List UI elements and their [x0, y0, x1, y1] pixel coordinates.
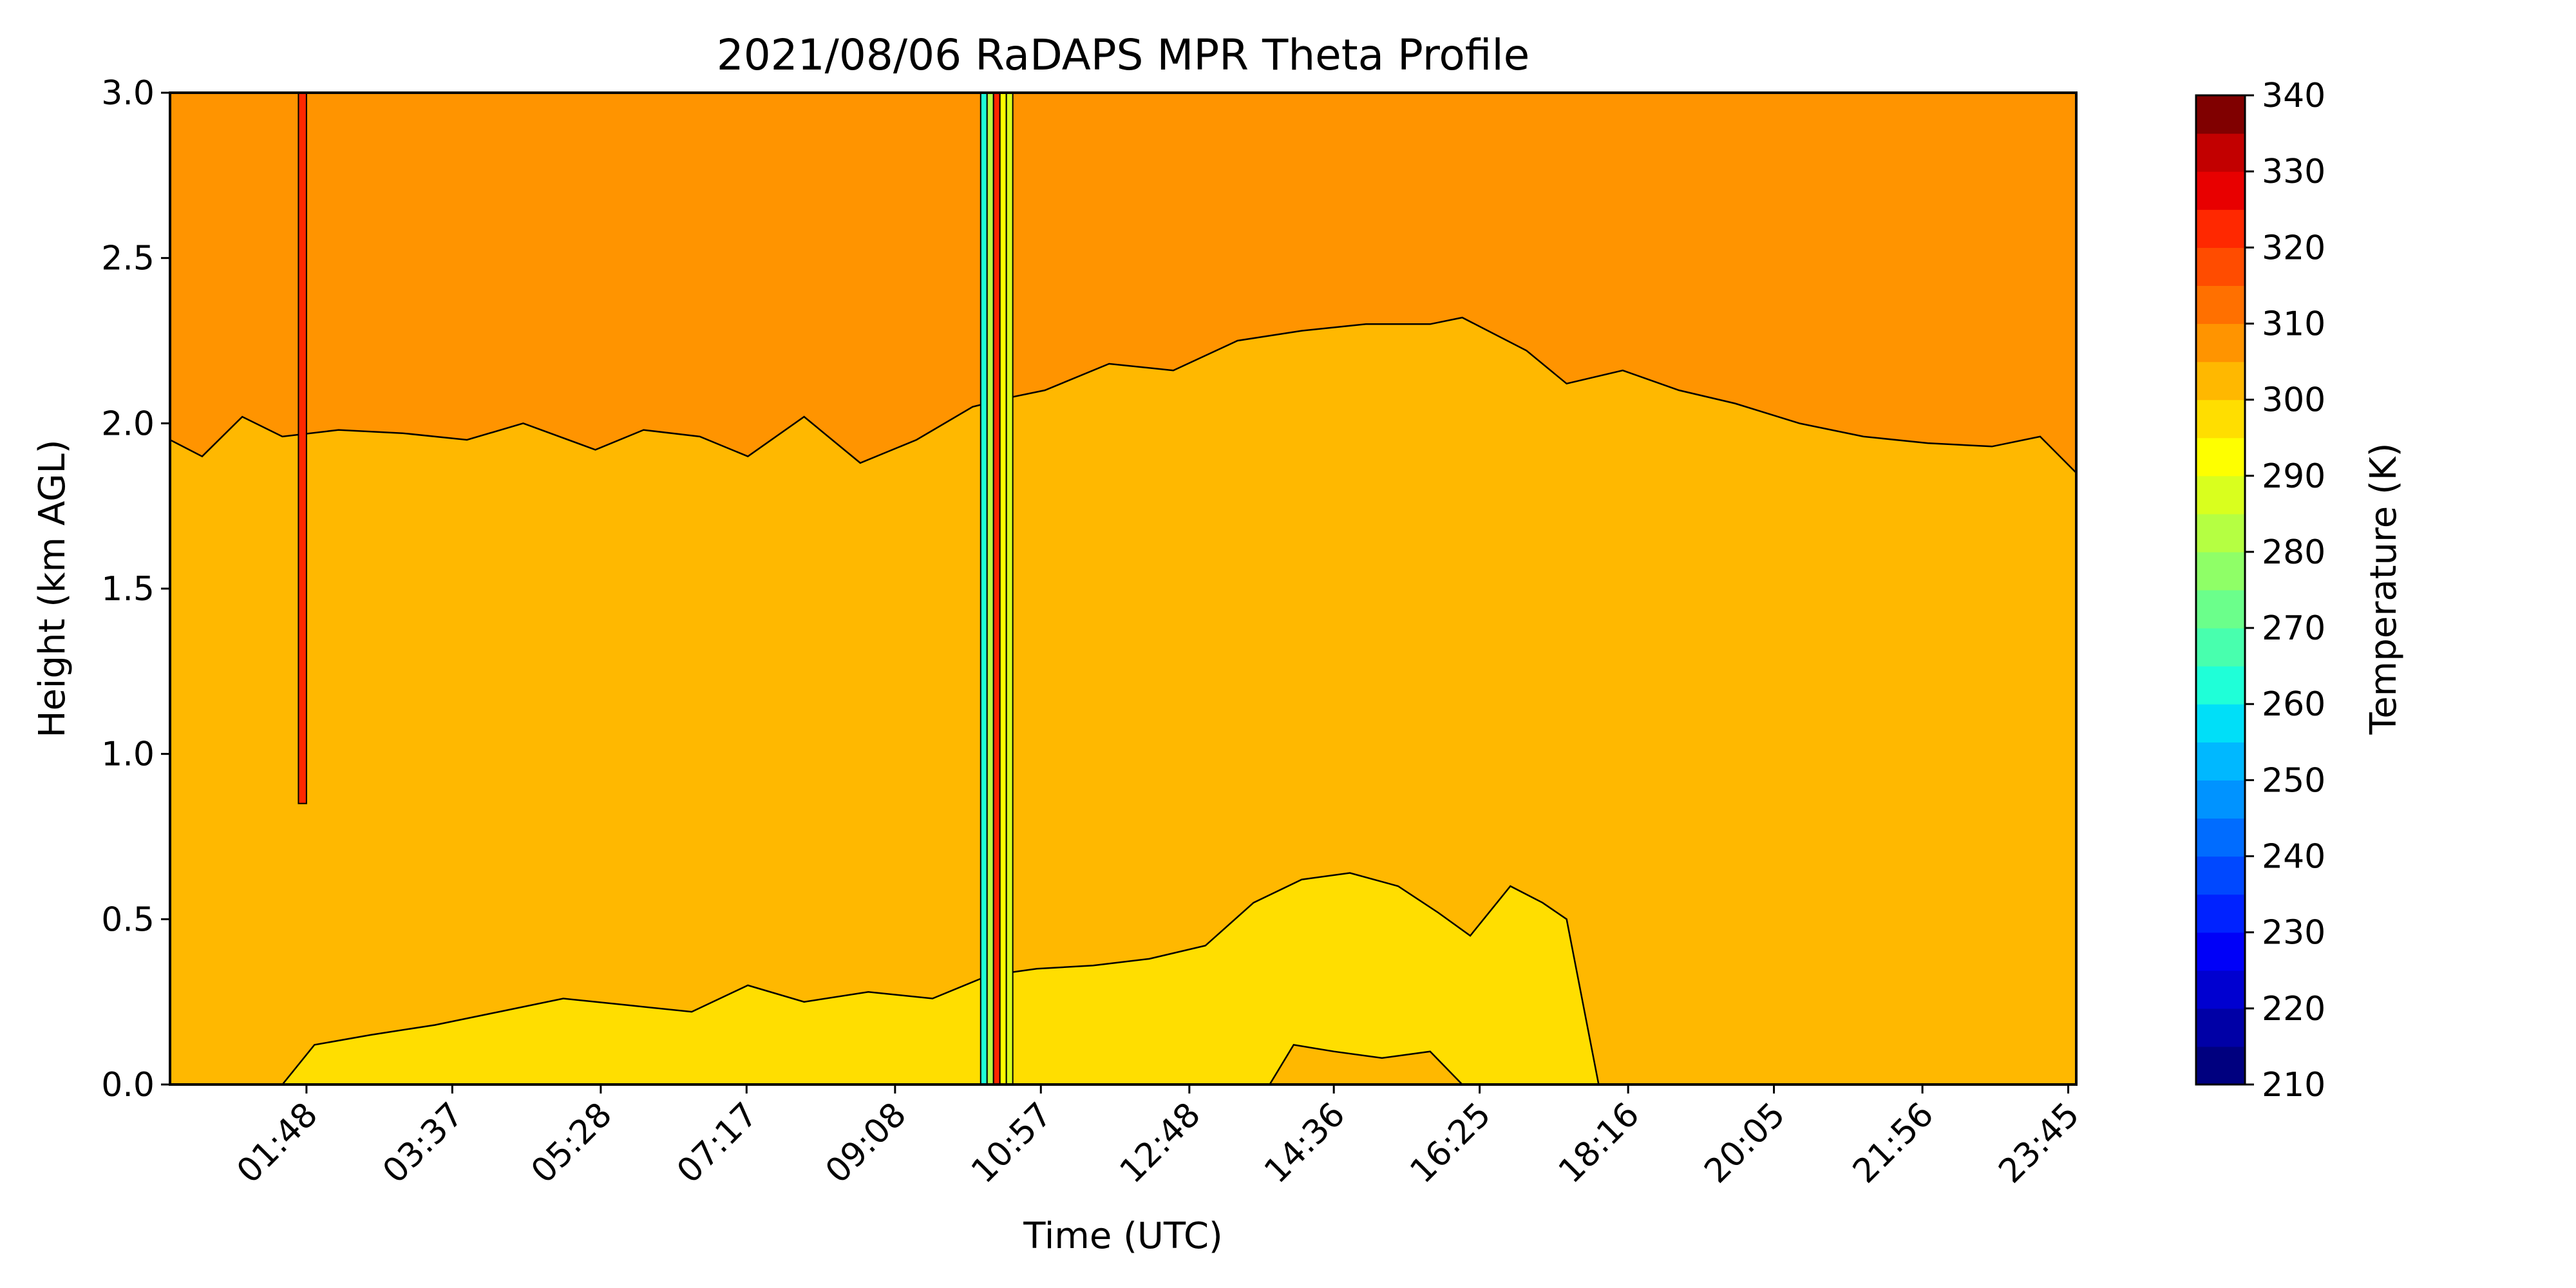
contour-anomaly-column	[986, 93, 994, 1084]
contour-line-boundary-layer-top	[170, 316, 2076, 474]
colorbar-frame	[2195, 94, 2246, 1086]
colorbar-tick-label: 220	[2262, 990, 2325, 1028]
x-tick-label: 23:45	[1991, 1095, 2087, 1191]
colorbar-tick-label: 320	[2262, 229, 2325, 267]
colorbar-segment	[2196, 894, 2245, 933]
colorbar-tick-label: 250	[2262, 761, 2325, 800]
contour-fill-warm-pocket	[1269, 1044, 1464, 1084]
colorbar-segment	[2196, 704, 2245, 743]
x-tick-label: 01:48	[230, 1095, 325, 1191]
colorbar-tick-label: 330	[2262, 153, 2325, 191]
colorbar-tick-label: 290	[2262, 457, 2325, 496]
colorbar-segment	[2196, 628, 2245, 667]
x-tick-label: 21:56	[1846, 1095, 1941, 1191]
colorbar-segment	[2196, 323, 2245, 363]
chart-title: 2021/08/06 RaDAPS MPR Theta Profile	[717, 30, 1530, 80]
y-tick-label: 2.5	[101, 240, 155, 278]
colorbar-segment	[2196, 285, 2245, 325]
y-tick-label: 1.0	[101, 735, 155, 774]
x-tick-label: 12:48	[1113, 1095, 1208, 1191]
colorbar-segment	[2196, 133, 2245, 172]
contour-anomaly-column	[999, 93, 1007, 1084]
colorbar-segment	[2196, 932, 2245, 971]
colorbar-tick-label: 210	[2262, 1066, 2325, 1104]
colorbar-segment	[2196, 361, 2245, 401]
contour-anomaly-column	[1005, 93, 1014, 1084]
colorbar-title: Temperature (K)	[2363, 443, 2405, 735]
colorbar-tick-label: 280	[2262, 533, 2325, 572]
colorbar-segment	[2196, 856, 2245, 895]
x-tick-label: 09:08	[819, 1095, 914, 1191]
contour-plot-area	[170, 93, 2076, 1084]
colorbar-segment	[2196, 475, 2245, 515]
colorbar-tick-label: 340	[2262, 77, 2325, 115]
y-axis: 0.0 0.5 1.0 1.5 2.0 2.5 3.0	[101, 74, 170, 1104]
x-axis: 01:48 03:37 05:28 07:17 09:08 10:57 12:48 14:36…	[230, 1084, 2087, 1191]
colorbar-tick-label: 240	[2262, 838, 2325, 876]
x-tick-label: 05:28	[524, 1095, 620, 1191]
contour-anomaly-column	[992, 93, 1001, 1084]
colorbar-segment	[2196, 171, 2245, 210]
x-tick-label: 10:57	[964, 1095, 1059, 1191]
contour-anomaly-column	[980, 93, 988, 1084]
y-tick-label: 1.5	[101, 570, 155, 609]
x-tick-label: 20:05	[1697, 1095, 1792, 1191]
colorbar-segment	[2196, 209, 2245, 248]
contour-fill-surface-layer	[281, 872, 1600, 1084]
colorbar-segment	[2196, 1046, 2245, 1085]
colorbar-segment	[2196, 590, 2245, 629]
contour-fill-mixed-layer	[170, 317, 2076, 1084]
colorbar-segment	[2196, 437, 2245, 477]
colorbar: 210 220 230 240 250 260 270 280 290 300 310 320 330 3…	[2195, 77, 2325, 1104]
x-tick-label: 03:37	[375, 1095, 471, 1191]
x-tick-label: 16:25	[1403, 1095, 1498, 1191]
colorbar-segment	[2196, 513, 2245, 553]
colorbar-segment	[2196, 742, 2245, 781]
colorbar-tick-label: 260	[2262, 685, 2325, 724]
contour-anomaly-warm-column	[298, 93, 307, 804]
y-axis-title: Height (km AGL)	[32, 439, 73, 737]
colorbar-segment	[2196, 551, 2245, 591]
colorbar-tick-label: 310	[2262, 305, 2325, 343]
colorbar-segment	[2196, 95, 2245, 134]
x-tick-label: 14:36	[1257, 1095, 1352, 1191]
y-tick-label: 0.0	[101, 1066, 155, 1104]
y-tick-label: 3.0	[101, 74, 155, 113]
colorbar-segment	[2196, 970, 2245, 1009]
x-axis-title: Time (UTC)	[1023, 1215, 1223, 1257]
colorbar-tick-label: 300	[2262, 381, 2325, 420]
colorbar-segment	[2196, 399, 2245, 439]
x-tick-label: 07:17	[670, 1095, 765, 1191]
colorbar-segment	[2196, 247, 2245, 286]
colorbar-segment	[2196, 666, 2245, 705]
colorbar-tick-label: 230	[2262, 914, 2325, 952]
colorbar-tick-label: 270	[2262, 609, 2325, 648]
x-tick-label: 18:16	[1551, 1095, 1647, 1191]
colorbar-segment	[2196, 780, 2245, 819]
colorbar-segment	[2196, 1008, 2245, 1047]
y-tick-label: 2.0	[101, 404, 155, 443]
colorbar-segment	[2196, 818, 2245, 857]
y-tick-label: 0.5	[101, 900, 155, 939]
